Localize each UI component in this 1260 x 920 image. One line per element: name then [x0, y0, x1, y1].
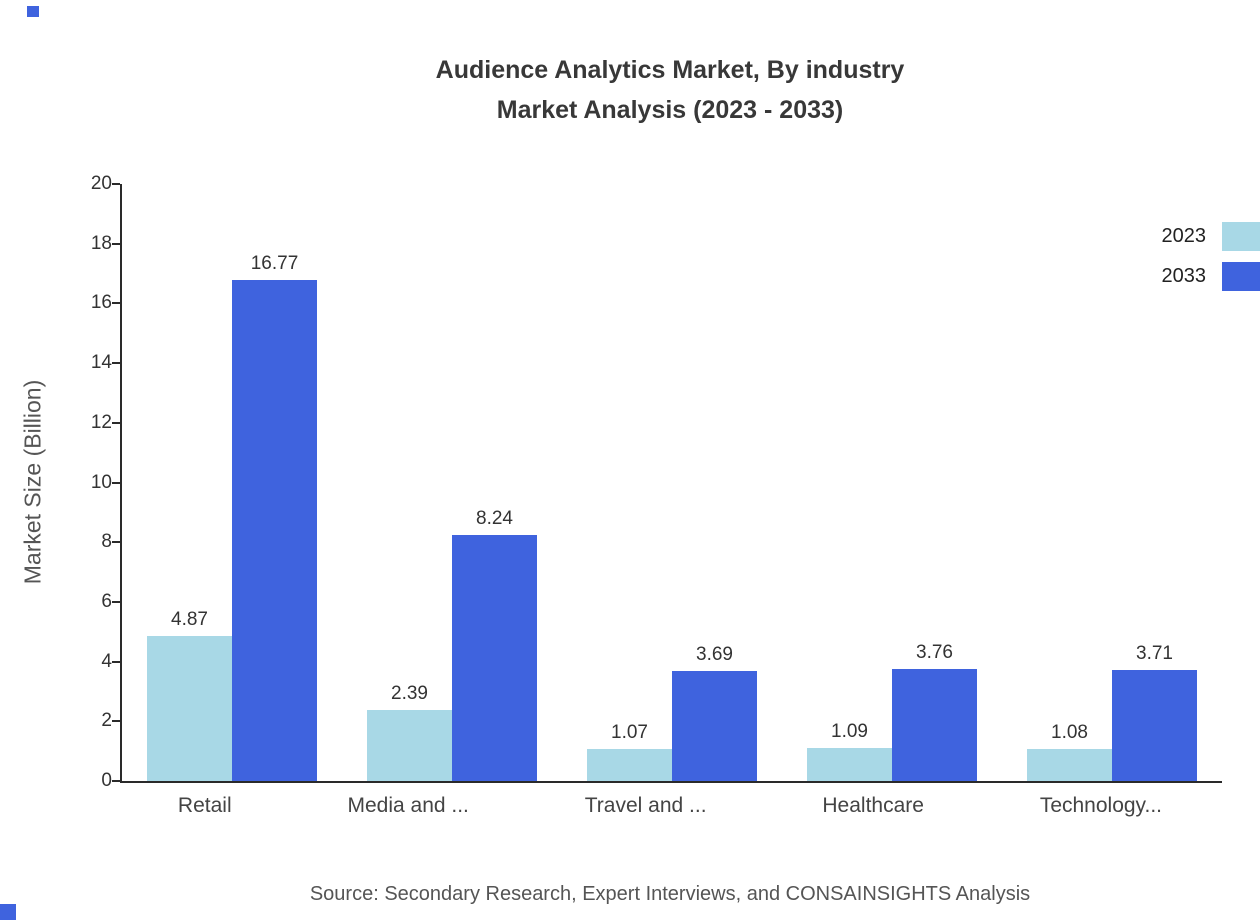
y-axis-ticks: 0 2 4 6 8 10 12 14 16 18 20	[0, 173, 112, 791]
watermark-square-bottom	[0, 904, 16, 920]
bar-column: 1.07	[587, 184, 672, 781]
chart-title-line1: Audience Analytics Market, By industry	[435, 56, 905, 84]
y-tick-label: 4	[101, 650, 112, 672]
bar-2033	[892, 668, 977, 781]
y-tick-mark	[112, 600, 120, 603]
bar-2033	[1112, 670, 1197, 781]
x-tick-label: Travel and ...	[584, 794, 707, 817]
bar-value-label: 3.69	[696, 643, 733, 665]
y-tick-mark	[112, 780, 120, 782]
y-tick-label: 16	[90, 292, 112, 314]
legend-swatch	[1222, 222, 1260, 251]
x-tick-label: Healthcare	[822, 794, 924, 817]
legend-item: 2033	[1162, 262, 1260, 291]
bar-value-label: 8.24	[476, 508, 513, 530]
y-tick-label: 20	[90, 173, 112, 194]
y-tick-mark	[112, 720, 120, 723]
bar-value-label: 1.07	[611, 722, 648, 744]
y-tick-mark	[112, 541, 120, 544]
y-tick-label: 10	[90, 471, 112, 493]
bar-2023	[147, 635, 232, 781]
y-tick-label: 6	[101, 590, 112, 612]
bar-2033	[232, 280, 317, 781]
y-tick-label: 18	[90, 232, 112, 254]
bar-value-label: 3.71	[1136, 643, 1173, 665]
bar-2033	[452, 535, 537, 781]
y-tick-mark	[112, 302, 120, 305]
y-tick-label: 14	[90, 352, 112, 374]
bar-column: 1.08	[1027, 184, 1112, 781]
bar-value-label: 1.08	[1051, 721, 1088, 743]
y-tick-label: 8	[101, 531, 112, 553]
x-tick-label: Technology...	[1039, 794, 1162, 817]
bar-column: 1.09	[807, 184, 892, 781]
bar-value-label: 4.87	[171, 608, 208, 630]
chart-title-line2: Market Analysis (2023 - 2033)	[496, 96, 844, 124]
legend-label: 2033	[1161, 265, 1207, 287]
source-text: Source: Secondary Research, Expert Inter…	[309, 883, 1031, 905]
bar-2023	[807, 748, 892, 781]
legend: 2023 2033	[1162, 222, 1260, 291]
y-tick-mark	[112, 362, 120, 365]
y-tick-mark	[112, 481, 120, 484]
bar-column: 3.76	[892, 184, 977, 781]
bar-2033	[672, 670, 757, 781]
bars: 4.87 16.77 2.39 8.24 1.07 3.69 1.09 3.76 1.08 3.7…	[122, 184, 1222, 781]
bar-column: 3.71	[1112, 184, 1197, 781]
bar-column: 2.39	[367, 184, 452, 781]
bar-column: 3.69	[672, 184, 757, 781]
bar-group: 1.09 3.76	[807, 184, 977, 781]
bar-column: 4.87	[147, 184, 232, 781]
bar-value-label: 16.77	[250, 253, 299, 275]
bar-group: 2.39 8.24	[367, 184, 537, 781]
y-tick-label: 12	[90, 411, 112, 433]
y-tick-mark	[112, 660, 120, 663]
plot-area: 4.87 16.77 2.39 8.24 1.07 3.69 1.09 3.76 1.08 3.7…	[112, 183, 1222, 783]
y-tick-label: 2	[101, 710, 112, 732]
x-tick-label: Retail	[177, 794, 232, 817]
bar-2023	[1027, 748, 1112, 781]
bar-group: 1.08 3.71	[1027, 184, 1197, 781]
legend-swatch	[1222, 262, 1260, 291]
y-tick-mark	[112, 183, 120, 185]
bar-2023	[587, 749, 672, 781]
y-tick-mark	[112, 242, 120, 245]
watermark-square-top	[27, 6, 39, 17]
y-tick-label: 0	[101, 770, 112, 791]
bar-2023	[367, 709, 452, 781]
legend-label: 2023	[1161, 225, 1207, 247]
bar-group: 4.87 16.77	[147, 184, 317, 781]
bar-value-label: 2.39	[391, 682, 428, 704]
bar-column: 16.77	[232, 184, 317, 781]
bar-value-label: 3.76	[916, 641, 953, 663]
bar-group: 1.07 3.69	[587, 184, 757, 781]
bar-column: 8.24	[452, 184, 537, 781]
legend-item: 2023	[1162, 222, 1260, 251]
chart-title: Audience Analytics Market, By industry M…	[80, 50, 1260, 130]
x-tick-label: Media and ...	[347, 794, 469, 817]
y-tick-mark	[112, 421, 120, 424]
bar-value-label: 1.09	[831, 721, 868, 743]
x-axis-labels: Retail Media and ... Travel and ... Healthc…	[120, 794, 1220, 818]
